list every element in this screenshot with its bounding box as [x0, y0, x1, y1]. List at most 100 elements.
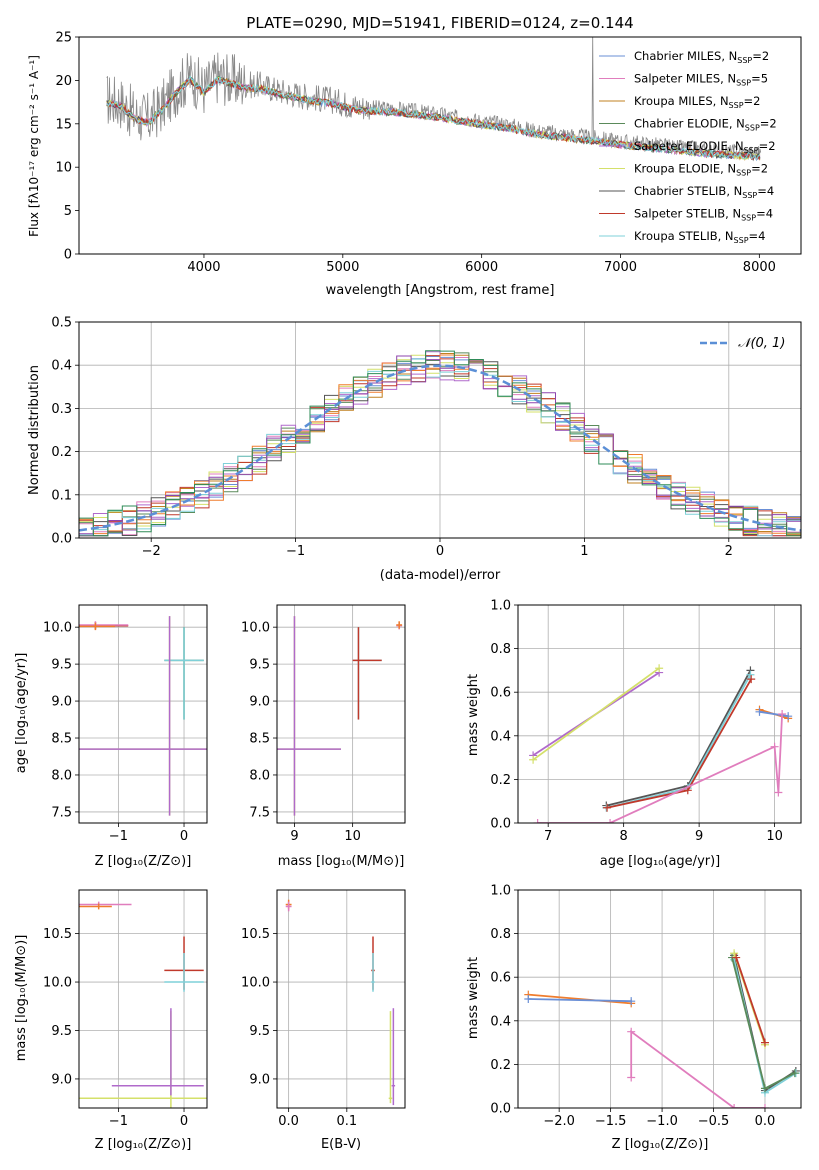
weight-vs-age-ticks: 7 8 9 10 0.0 0.2 0.4 0.6 0.8 1.0: [490, 599, 783, 845]
y-tick-label: 0.4: [490, 1014, 511, 1029]
mass-vs-ebv-gridlines: [277, 890, 405, 1108]
weight-age-line: [759, 710, 789, 718]
y-tick-label: 0.0: [490, 817, 511, 832]
ageZ-ylabel: age [log₁₀(age/yr)]: [14, 653, 29, 774]
x-tick-label: 0: [180, 829, 188, 844]
y-tick-label: 9.0: [249, 695, 270, 710]
ageZ-xlabel: Z [log₁₀(Z/Z⊙)]: [95, 854, 192, 869]
y-tick-label: 10.0: [43, 621, 72, 636]
mZ-ylabel: mass [log₁₀(M/M⊙)]: [14, 935, 29, 1062]
age-vs-Z-panel: −1 0 7.5 8.0 8.5 9.0 9.5 10.0: [43, 604, 208, 844]
weight-age-point: [603, 803, 612, 812]
mass-vs-ebv-marks: [285, 899, 396, 1106]
legend-label: Salpeter MILES, NSSP=5: [634, 72, 768, 88]
x-tick-label: 9: [695, 829, 703, 844]
residual-panel: −2 −1 0 1 2 0.0 0.1 0.2 0.3 0.4 0.5 𝒩(0, 1): [51, 316, 802, 559]
y-tick-label: 0.2: [51, 445, 72, 460]
spectrum-panel: 4000 5000 6000 7000 8000 0 5 10 15 20 25 Chabrier M…: [55, 31, 802, 276]
y-tick-label: 9.0: [249, 1072, 270, 1087]
age-vs-mass-panel: 9 10 7.5 8.0 8.5 9.0 9.5 10.0: [241, 604, 406, 844]
y-tick-label: 0.6: [490, 686, 511, 701]
y-tick-label: 10.5: [43, 927, 72, 942]
weight-age-point: [533, 819, 542, 823]
weight-age-point: [746, 670, 755, 679]
weight-age-point: [774, 788, 783, 797]
y-tick-label: 9.0: [51, 1072, 72, 1087]
weight-Z-point: [730, 1104, 739, 1108]
y-tick-label: 8.0: [249, 768, 270, 783]
residuals-frame: [78, 321, 802, 539]
histogram-group: [79, 350, 801, 537]
mass-vs-ebv-ticks: 0.0 0.1 9.0 9.5 10.0 10.5: [241, 927, 357, 1129]
x-tick-label: 4000: [187, 260, 220, 275]
weight-Z-point: [760, 1084, 769, 1093]
weight-Z-point: [732, 953, 741, 962]
mE-xlabel: E(B-V): [321, 1137, 361, 1152]
spectrum-lines: [106, 37, 762, 162]
y-tick-label: 10.5: [241, 927, 270, 942]
y-tick-label: 0.2: [490, 773, 511, 788]
x-tick-label: −1: [109, 1114, 128, 1129]
y-tick-label: 9.5: [249, 658, 270, 673]
legend-label: Kroupa STELIB, NSSP=4: [634, 229, 765, 245]
x-tick-label: −2: [142, 544, 161, 559]
weight-Z-line: [528, 993, 632, 1005]
weight-Z-line: [630, 1029, 765, 1108]
y-tick-label: 0.0: [51, 532, 72, 547]
x-tick-label: 8: [620, 829, 628, 844]
residual-histogram: [79, 360, 801, 537]
y-tick-label: 20: [55, 74, 72, 89]
y-tick-label: 0.4: [490, 729, 511, 744]
y-tick-label: 0.1: [51, 488, 72, 503]
y-tick-label: 10.0: [241, 621, 270, 636]
y-tick-label: 9.5: [249, 1024, 270, 1039]
figure-title: PLATE=0290, MJD=51941, FIBERID=0124, z=0…: [246, 14, 633, 32]
mass-vs-Z-gridlines: [79, 890, 207, 1108]
x-tick-label: 0.0: [278, 1114, 299, 1129]
y-tick-label: 0: [64, 248, 72, 263]
x-tick-label: −1.0: [646, 1114, 678, 1129]
mass-vs-Z-frame: [78, 889, 208, 1109]
weight-Z-point: [524, 995, 533, 1003]
age-vs-Z-marks: [79, 616, 207, 816]
x-tick-label: 9: [290, 829, 298, 844]
y-tick-label: 0.4: [51, 359, 72, 374]
weight-vs-Z-panel: −2.0 −1.5 −1.0 −0.5 0.0 0.0 0.2 0.4 0.6 0.8 1.0: [490, 884, 802, 1130]
y-tick-label: 0.5: [51, 316, 72, 331]
spectrum-ylabel: Flux [fλ10⁻¹⁷ erg cm⁻² s⁻¹ A⁻¹]: [27, 55, 41, 237]
gaussian-curve: [79, 364, 801, 532]
spectrum-legend: Chabrier MILES, NSSP=2 Salpeter MILES, NS…: [599, 49, 777, 245]
y-tick-label: 5: [64, 204, 72, 219]
weight-vs-Z-ticks: −2.0 −1.5 −1.0 −0.5 0.0 0.0 0.2 0.4 0.6 0.8 1.0: [490, 884, 775, 1130]
y-tick-label: 0.3: [51, 402, 72, 417]
legend-label: Kroupa ELODIE, NSSP=2: [634, 162, 768, 178]
weight-age-point: [784, 712, 793, 721]
ageM-xlabel: mass [log₁₀(M/M⊙)]: [278, 854, 405, 869]
y-tick-label: 1.0: [490, 884, 511, 899]
y-tick-label: 1.0: [490, 599, 511, 614]
mass-vs-ebv-panel: 0.0 0.1 9.0 9.5 10.0 10.5: [241, 889, 406, 1129]
x-tick-label: 10: [344, 829, 361, 844]
x-tick-label: 0: [436, 544, 444, 559]
y-tick-label: 15: [55, 117, 72, 132]
residual-xlabel: (data-model)/error: [380, 568, 501, 583]
mass-vs-Z-marks: [79, 901, 207, 1108]
weight-vs-age-panel: 7 8 9 10 0.0 0.2 0.4 0.6 0.8 1.0: [490, 599, 802, 845]
y-tick-label: 0.8: [490, 642, 511, 657]
y-tick-label: 8.5: [249, 732, 270, 747]
weight-Z-point: [627, 1073, 636, 1082]
x-tick-label: 8000: [743, 260, 776, 275]
age-vs-Z-ticks: −1 0 7.5 8.0 8.5 9.0 9.5 10.0: [43, 621, 188, 844]
weight-Z-line: [528, 998, 632, 1003]
x-tick-label: 6000: [465, 260, 498, 275]
y-tick-label: 9.0: [51, 695, 72, 710]
legend-label: Chabrier ELODIE, NSSP=2: [634, 117, 777, 133]
weight-vs-Z-frame: [517, 889, 802, 1109]
mZ-xlabel: Z [log₁₀(Z/Z⊙)]: [95, 1137, 192, 1152]
wAge-ylabel: mass weight: [466, 674, 481, 756]
age-vs-Z-frame: [78, 604, 208, 824]
spectrum-ticks: 4000 5000 6000 7000 8000 0 5 10 15 20 25: [55, 31, 775, 276]
y-tick-label: 0.2: [490, 1058, 511, 1073]
y-tick-label: 8.5: [51, 732, 72, 747]
weight-age-line: [532, 667, 660, 761]
